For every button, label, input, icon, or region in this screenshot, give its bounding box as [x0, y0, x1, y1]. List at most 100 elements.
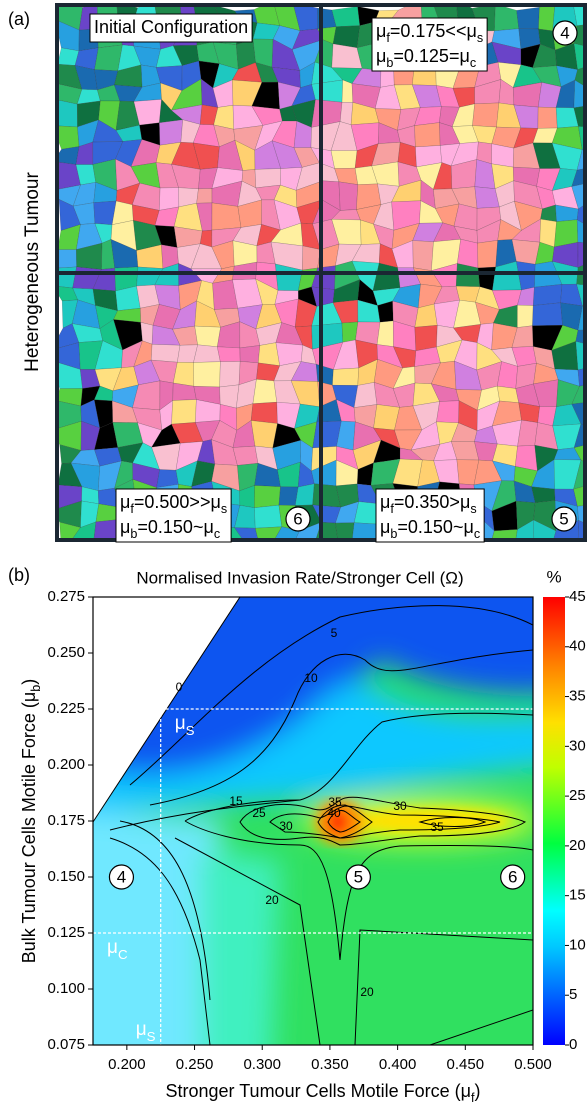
cell	[154, 225, 178, 248]
x-tick-label: 0.250	[176, 1056, 214, 1073]
cell	[533, 362, 559, 385]
contour-label: 0	[176, 680, 183, 694]
cell	[576, 283, 585, 307]
badge-label: 5	[559, 509, 568, 528]
cell	[278, 486, 299, 506]
state-marker	[108, 864, 135, 890]
contour-label: 5	[331, 626, 338, 640]
cell	[277, 81, 301, 110]
y-tick-label: 0.150	[47, 868, 85, 885]
label-line: μf=0.175<<μs	[376, 21, 483, 46]
cell	[431, 238, 461, 271]
cell	[94, 44, 123, 72]
cell	[234, 527, 259, 540]
cell	[576, 542, 588, 571]
y-axis-label: Bulk Tumour Cells Motile Force (μb)	[19, 679, 44, 963]
colorbar-tick-label: 25	[569, 787, 586, 804]
cell	[338, 181, 359, 211]
contour-label: 35	[328, 795, 342, 809]
cell	[273, 361, 302, 382]
cell	[571, 168, 585, 187]
badge	[285, 506, 311, 532]
cell	[573, 444, 585, 463]
cell	[173, 202, 203, 232]
cell	[255, 322, 282, 346]
reference-label: μS	[175, 713, 195, 738]
cell	[336, 399, 356, 423]
cell	[573, 485, 585, 507]
subscript: S	[186, 723, 195, 738]
text-part: μ	[175, 713, 186, 734]
cell	[476, 219, 502, 244]
cell	[554, 368, 580, 387]
cell	[573, 105, 585, 127]
cell	[414, 122, 441, 148]
cell	[239, 321, 261, 349]
cell	[515, 519, 535, 540]
subscript: s	[221, 502, 227, 516]
text-part: =0.150~μ	[137, 517, 213, 537]
cell	[172, 45, 200, 66]
label-box	[115, 488, 232, 543]
cell	[335, 522, 355, 540]
text-part: μ	[107, 937, 118, 958]
cell	[491, 529, 518, 540]
cell	[556, 65, 578, 88]
cell	[472, 102, 500, 128]
cell	[273, 199, 302, 231]
colorbar-tick-label: 10	[569, 936, 586, 953]
cell	[212, 63, 239, 89]
subscript: c	[474, 527, 480, 541]
cell	[451, 186, 478, 209]
y-tick-label: 0.075	[47, 1036, 85, 1053]
cell	[573, 43, 585, 70]
cell	[159, 119, 183, 146]
subscript: c	[470, 56, 476, 70]
cell	[376, 320, 394, 347]
subscript: f	[390, 502, 394, 516]
cell	[575, 341, 585, 371]
subscript: b	[390, 527, 397, 541]
badge	[552, 20, 578, 46]
cell	[211, 167, 244, 189]
label-line: μb=0.150~μc	[120, 517, 220, 542]
cell	[291, 99, 316, 128]
cell	[196, 188, 213, 204]
text-part: μ	[376, 46, 386, 66]
subscript: s	[470, 502, 476, 516]
cell	[513, 104, 539, 129]
badge-label: 6	[293, 509, 302, 528]
subscript: f	[471, 1091, 475, 1104]
cell	[254, 168, 282, 189]
x-tick-label: 0.350	[311, 1056, 349, 1073]
colorbar-tick-label: 5	[569, 986, 577, 1003]
panel-label: (b)	[8, 565, 30, 585]
contour-label: 35	[430, 820, 444, 834]
cell	[242, 539, 245, 540]
cell	[59, 444, 82, 464]
cell	[491, 143, 514, 168]
cell	[250, 401, 278, 424]
cell	[71, 539, 76, 540]
cell	[395, 539, 402, 540]
cell	[71, 521, 97, 540]
cell	[175, 441, 204, 471]
cell	[436, 400, 460, 424]
cell	[370, 458, 401, 486]
cell	[171, 399, 197, 425]
cell	[311, 286, 335, 307]
cell	[69, 539, 73, 540]
cell	[374, 84, 402, 110]
y-tick-label: 0.200	[47, 756, 85, 773]
cell	[334, 260, 361, 290]
cell	[373, 382, 400, 408]
text-part: μ	[120, 492, 130, 512]
cell	[253, 5, 280, 26]
colorbar-tick-label: 35	[569, 688, 586, 705]
cell	[553, 459, 582, 490]
reference-label: μC	[107, 937, 128, 962]
text-part: μ	[380, 492, 390, 512]
text-part: =0.175<<μ	[390, 21, 477, 41]
